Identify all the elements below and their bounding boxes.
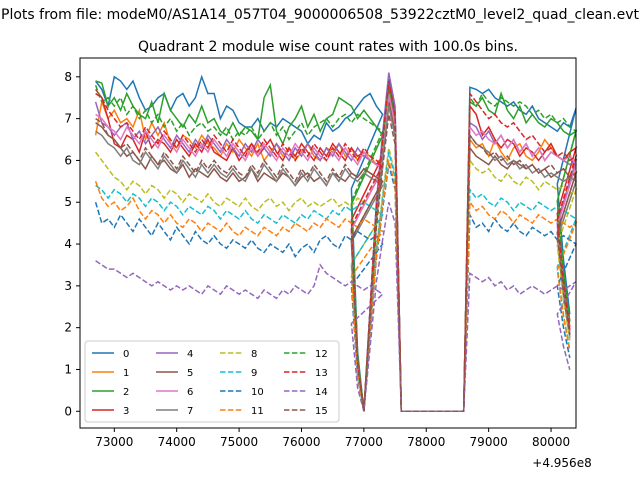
- y-tick-label: 0: [64, 404, 72, 418]
- x-tick-label: 76000: [282, 435, 320, 449]
- x-offset-label: +4.956e8: [532, 456, 591, 470]
- series-line-7: [95, 105, 577, 413]
- legend-label-6: 6: [187, 387, 193, 398]
- y-tick-label: 2: [64, 321, 72, 335]
- series-line-2: [95, 80, 578, 413]
- y-tick-label: 5: [64, 195, 72, 209]
- series-line-9: [95, 151, 577, 413]
- legend-label-0: 0: [123, 349, 129, 360]
- legend-label-12: 12: [315, 349, 328, 360]
- legend-label-13: 13: [315, 368, 328, 379]
- x-tick-label: 73000: [95, 435, 133, 449]
- legend-label-14: 14: [315, 387, 328, 398]
- legend-frame: [84, 340, 340, 423]
- legend-label-4: 4: [187, 349, 193, 360]
- y-tick-label: 7: [64, 112, 72, 126]
- legend-label-1: 1: [123, 368, 129, 379]
- series-line-0: [94, 74, 577, 413]
- y-tick-label: 3: [64, 279, 72, 293]
- legend-label-7: 7: [187, 406, 193, 417]
- chart-title: Quadrant 2 module wise count rates with …: [138, 39, 518, 55]
- series-line-11: [94, 160, 578, 413]
- legend-label-10: 10: [251, 387, 264, 398]
- series-line-13: [95, 80, 578, 413]
- x-tick-label: 74000: [158, 435, 196, 449]
- series-line-15: [95, 114, 578, 413]
- y-tick-label: 1: [64, 362, 72, 376]
- legend-label-2: 2: [123, 387, 129, 398]
- y-tick-label: 6: [64, 153, 72, 167]
- plot-frame: [79, 57, 577, 429]
- y-tick-label: 8: [64, 70, 72, 84]
- series-layer: [94, 72, 578, 413]
- legend-label-15: 15: [315, 406, 328, 417]
- figure-suptitle: Plots from file: modeM0/AS1A14_057T04_90…: [1, 7, 639, 23]
- legend-label-5: 5: [187, 368, 193, 379]
- legend-label-8: 8: [251, 349, 257, 360]
- series-line-14: [95, 201, 577, 413]
- x-tick-label: 78000: [407, 435, 445, 449]
- series-line-8: [94, 147, 578, 413]
- y-axis: 0 1 2 3 4 5 6 7 8: [64, 70, 80, 418]
- x-tick-label: 80000: [532, 435, 570, 449]
- series-line-6: [95, 93, 577, 413]
- series-line-3: [94, 88, 578, 413]
- legend-label-11: 11: [251, 406, 264, 417]
- series-line-10: [94, 164, 577, 413]
- legend-label-9: 9: [251, 368, 257, 379]
- x-tick-label: 77000: [345, 435, 383, 449]
- x-tick-label: 75000: [220, 435, 258, 449]
- series-line-12: [94, 84, 577, 413]
- legend-label-3: 3: [123, 406, 129, 417]
- x-tick-label: 79000: [470, 435, 508, 449]
- x-axis: 73000 74000 75000 76000 77000 78000 79000 80000: [95, 428, 570, 449]
- y-tick-label: 4: [64, 237, 72, 251]
